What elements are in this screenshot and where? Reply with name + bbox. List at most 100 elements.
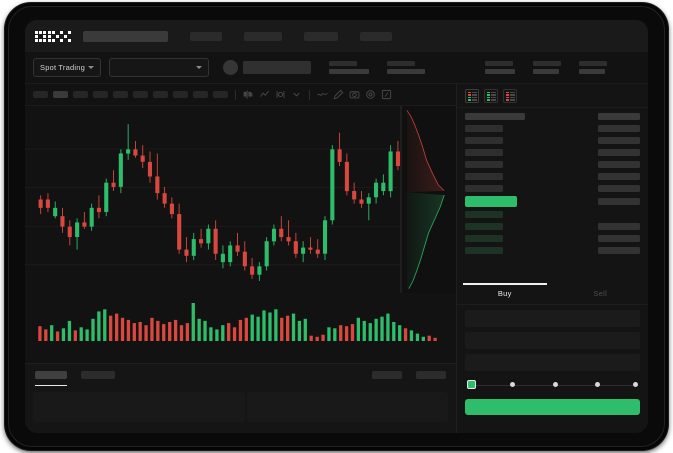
market-sub-header: Spot Trading: [25, 52, 648, 84]
volume-histogram[interactable]: [25, 293, 456, 363]
active-tab-underline: [35, 384, 67, 386]
orders-card-right[interactable]: [246, 392, 448, 422]
last-price-amount: [598, 198, 640, 205]
ob-mode-bids-icon[interactable]: [484, 89, 498, 103]
slider-node-50[interactable]: [552, 382, 558, 387]
ask-price: [465, 185, 503, 192]
market-type-label: Spot Trading: [40, 63, 85, 72]
tab-sell[interactable]: Sell: [593, 289, 608, 298]
tab-buy[interactable]: Buy: [457, 283, 553, 304]
candlestick-chart[interactable]: [25, 106, 456, 293]
stat-label: [579, 61, 607, 66]
bid-amount: [598, 235, 640, 242]
candlestick-svg: [25, 120, 456, 281]
order-book-ask-row[interactable]: [465, 160, 640, 169]
market-type-dropdown[interactable]: Spot Trading: [33, 58, 101, 77]
stat-value: [387, 69, 425, 74]
candlestick-icon[interactable]: [243, 89, 254, 100]
wave-icon[interactable]: [317, 89, 328, 100]
camera-icon[interactable]: [349, 89, 360, 100]
timeframe-chip-2[interactable]: [53, 91, 68, 98]
tab-order-history[interactable]: [81, 371, 115, 379]
timeframe-chip-6[interactable]: [133, 91, 148, 98]
timeframe-chip-10[interactable]: [213, 91, 228, 98]
timeframe-chip-3[interactable]: [73, 91, 88, 98]
depth-chart-svg: [401, 106, 445, 293]
nav-item-2[interactable]: [244, 31, 282, 41]
order-book-ask-row[interactable]: [465, 184, 640, 193]
order-book-ask-row[interactable]: [465, 124, 640, 133]
bottom-action-2[interactable]: [416, 371, 446, 379]
percent-slider[interactable]: [467, 380, 638, 390]
chart-toolbar: [25, 84, 456, 106]
order-book-ask-row[interactable]: [465, 172, 640, 181]
ob-mode-asks-icon[interactable]: [503, 89, 517, 103]
stat-24h-change: [329, 61, 369, 74]
order-book-bid-row[interactable]: [465, 222, 640, 231]
okx-logo-k: [47, 30, 59, 42]
gear-icon[interactable]: [365, 89, 376, 100]
order-book-last-price-row: [465, 196, 640, 207]
ask-amount: [598, 161, 640, 168]
stat-label: [387, 61, 415, 66]
market-depth-overlay[interactable]: [400, 106, 456, 293]
nav-item-3[interactable]: [304, 31, 338, 41]
bid-price: [465, 235, 503, 242]
slider-node-100[interactable]: [633, 382, 638, 387]
ask-amount: [598, 125, 640, 132]
timeframe-chip-9[interactable]: [193, 91, 208, 98]
order-book-bid-row[interactable]: [465, 234, 640, 243]
okx-logo-icon[interactable]: [35, 30, 71, 42]
pencil-icon[interactable]: [333, 89, 344, 100]
slider-handle[interactable]: [467, 380, 476, 389]
trading-pair-dropdown[interactable]: [109, 58, 209, 77]
timeframe-chip-8[interactable]: [173, 91, 188, 98]
global-search-input[interactable]: [83, 30, 168, 42]
order-book-rows: [457, 108, 648, 255]
order-book-ask-row[interactable]: [465, 148, 640, 157]
stat-value: [533, 69, 559, 74]
nav-item-1[interactable]: [190, 31, 222, 41]
col-header-amount: [598, 113, 640, 120]
place-buy-order-button[interactable]: [465, 399, 640, 415]
bid-price: [465, 247, 503, 254]
tab-open-orders[interactable]: [35, 371, 67, 379]
indicator-icon[interactable]: [275, 89, 286, 100]
timeframe-chip-1[interactable]: [33, 91, 48, 98]
line-chart-icon[interactable]: [259, 89, 270, 100]
slider-node-75[interactable]: [595, 382, 601, 387]
ask-price: [465, 173, 503, 180]
ask-amount: [598, 149, 640, 156]
toolbar-divider: [309, 89, 310, 100]
bid-price: [465, 223, 503, 230]
orders-card-left[interactable]: [33, 392, 245, 422]
order-book-header-row: [465, 112, 640, 121]
bottom-action-1[interactable]: [372, 371, 402, 379]
stat-value: [485, 69, 515, 74]
order-price-field[interactable]: [465, 310, 640, 327]
timeframe-chip-5[interactable]: [113, 91, 128, 98]
stat-label: [329, 61, 357, 66]
fullscreen-icon[interactable]: [381, 89, 392, 100]
slider-node-25[interactable]: [509, 382, 515, 387]
okx-logo-x: [60, 30, 71, 42]
ask-price: [465, 161, 503, 168]
chevron-down-icon[interactable]: [291, 89, 302, 100]
stat-24h-volume: [485, 61, 515, 74]
bid-amount: [598, 211, 640, 218]
trade-form: Buy Sell: [457, 283, 648, 433]
timeframe-chip-4[interactable]: [93, 91, 108, 98]
order-book-bid-row[interactable]: [465, 246, 640, 255]
order-book-bid-row[interactable]: [465, 210, 640, 219]
order-total-field[interactable]: [465, 354, 640, 371]
ask-price: [465, 149, 503, 156]
last-price-highlight: [465, 196, 517, 207]
order-amount-field[interactable]: [465, 332, 640, 349]
ask-price: [465, 137, 503, 144]
ask-amount: [598, 137, 640, 144]
nav-item-4[interactable]: [360, 31, 392, 41]
ob-mode-both-icon[interactable]: [465, 89, 479, 103]
order-book-ask-row[interactable]: [465, 136, 640, 145]
timeframe-chip-7[interactable]: [153, 91, 168, 98]
orders-content: [25, 386, 456, 422]
